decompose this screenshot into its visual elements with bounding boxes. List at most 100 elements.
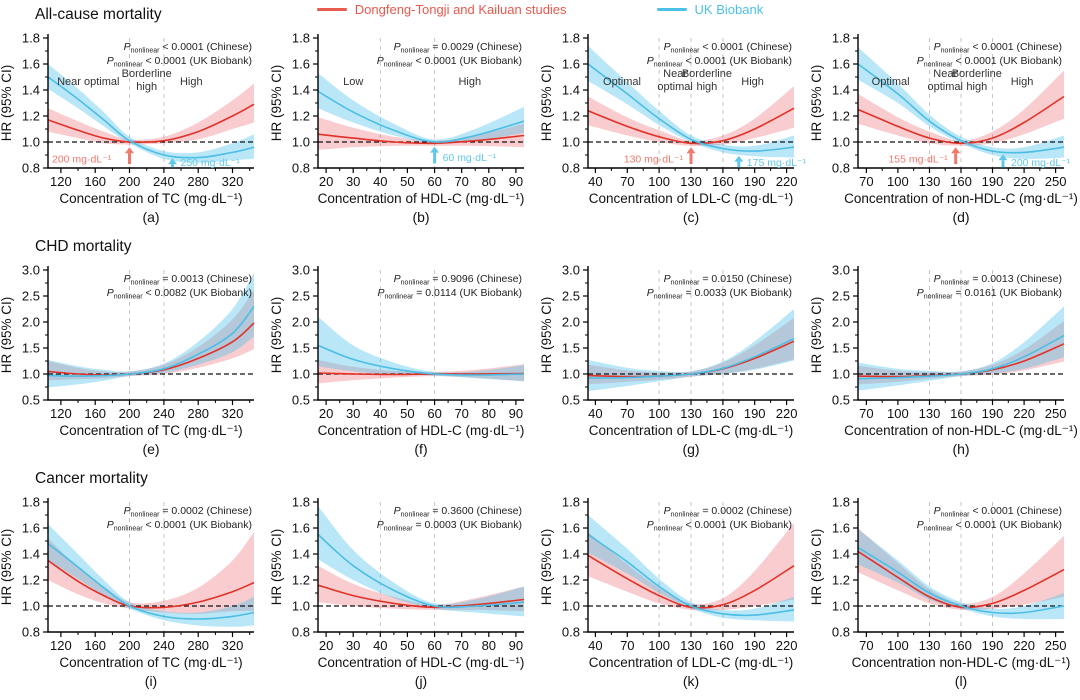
x-axis-label: Concentration of non-HDL-C (mg·dL⁻¹) <box>844 191 1078 206</box>
panel-h: 0.5 1.0 1.5 2.0 2.5 3.0 70 100 130 160 190 220 250 Co… <box>810 263 1078 458</box>
panel-letter: (h) <box>952 441 969 457</box>
chinese-ci-band <box>588 522 794 611</box>
x-tick-label: 220 <box>776 638 798 653</box>
ukb-hr-curve <box>47 542 255 620</box>
y-tick-label: 1.8 <box>292 31 310 46</box>
x-tick-label: 320 <box>222 174 244 189</box>
region-label: High <box>180 76 203 88</box>
y-tick-label: 1.8 <box>562 495 580 510</box>
y-tick-label: 2.0 <box>832 315 850 330</box>
x-tick-label: 190 <box>744 638 766 653</box>
threshold-arrow-label: 155 mg·dL⁻¹ <box>888 153 948 165</box>
ukb-hr-curve <box>47 305 255 377</box>
x-tick-label: 160 <box>712 406 734 421</box>
x-tick-label: 40 <box>373 638 387 653</box>
y-tick-label: 1.2 <box>562 109 580 124</box>
x-tick-label: 190 <box>982 406 1004 421</box>
ukb-ci-band <box>588 45 794 158</box>
y-tick-label: 1.2 <box>292 109 310 124</box>
y-tick-label: 1.0 <box>562 135 580 150</box>
y-tick-label: 1.6 <box>832 57 850 72</box>
panel-row-all-cause: 0.8 1.0 1.2 1.4 1.6 1.8 120 160 200 240 280 320 Conc… <box>0 26 1080 226</box>
panel-letter: (b) <box>412 209 429 225</box>
ukb-hr-curve <box>47 76 255 159</box>
panel-j: 0.8 1.0 1.2 1.4 1.6 1.8 20 30 40 50 60 70 80 90 Concen… <box>270 495 524 690</box>
chinese-ci-band <box>858 70 1064 146</box>
x-axis-label: Concentration of TC (mg·dL⁻¹) <box>59 191 242 206</box>
ukb-hr-curve <box>857 334 1065 380</box>
y-tick-label: 1.2 <box>832 573 850 588</box>
x-tick-label: 60 <box>427 174 441 189</box>
chinese-hr-curve <box>857 550 1065 609</box>
y-tick-label: 1.0 <box>22 367 40 382</box>
x-tick-label: 100 <box>887 406 909 421</box>
y-tick-label: 1.0 <box>832 135 850 150</box>
x-tick-label: 200 <box>119 638 141 653</box>
chinese-hr-curve <box>317 133 525 145</box>
y-tick-label: 1.8 <box>832 495 850 510</box>
y-tick-label: 1.6 <box>22 57 40 72</box>
y-tick-label: 1.8 <box>22 495 40 510</box>
region-label: Near <box>663 68 687 80</box>
x-tick-label: 160 <box>84 638 106 653</box>
x-tick-label: 120 <box>50 638 72 653</box>
ukb-hr-curve <box>857 63 1065 154</box>
x-axis-label: Concentration of LDL-C (mg·dL⁻¹) <box>589 423 793 438</box>
region-label: Borderline <box>122 68 172 80</box>
y-tick-label: 1.8 <box>292 495 310 510</box>
chinese-ci-band <box>588 317 794 385</box>
legend-item-chinese: Dongfeng-Tongji and Kailuan studies <box>316 2 567 17</box>
x-tick-label: 280 <box>187 406 209 421</box>
y-tick-label: 1.5 <box>22 341 40 356</box>
chinese-ci-band <box>48 289 254 381</box>
p-nonlinear-annotation: Pnonlinear = 0.0033 (UK Biobank) <box>647 287 792 301</box>
ukb-ci-band <box>588 309 794 392</box>
threshold-arrow-head <box>998 154 1008 161</box>
x-tick-label: 280 <box>187 174 209 189</box>
x-tick-label: 70 <box>454 638 468 653</box>
y-tick-label: 1.6 <box>562 521 580 536</box>
p-nonlinear-annotation: Pnonlinear < 0.0001 (Chinese) <box>934 41 1062 55</box>
p-nonlinear-annotation: Pnonlinear < 0.0001 (UK Biobank) <box>917 519 1062 533</box>
x-tick-label: 90 <box>509 406 523 421</box>
panel-letter: (j) <box>415 673 427 689</box>
ukb-line-swatch <box>656 8 687 11</box>
x-tick-label: 200 <box>119 406 141 421</box>
region-label: optimal <box>657 81 692 93</box>
x-axis-label: Concentration of HDL-C (mg·dL⁻¹) <box>318 191 525 206</box>
panel-row-cancer: 0.8 1.0 1.2 1.4 1.6 1.8 120 160 200 240 280 320 Conc… <box>0 490 1080 690</box>
x-tick-label: 30 <box>346 174 360 189</box>
y-tick-label: 0.8 <box>832 161 850 176</box>
row-title-chd: CHD mortality <box>35 238 132 255</box>
panel-letter: (c) <box>683 209 699 225</box>
x-tick-label: 220 <box>776 406 798 421</box>
y-tick-label: 1.0 <box>292 367 310 382</box>
ukb-ci-band <box>318 316 524 382</box>
legend-label-ukb: UK Biobank <box>694 2 764 17</box>
y-tick-label: 1.0 <box>292 135 310 150</box>
y-tick-label: 1.0 <box>22 599 40 614</box>
x-tick-label: 200 <box>119 174 141 189</box>
x-tick-label: 50 <box>400 174 414 189</box>
chinese-hr-curve <box>317 372 525 376</box>
region-label: Near optimal <box>57 76 119 88</box>
panel-letter: (a) <box>142 209 159 225</box>
y-tick-label: 0.8 <box>832 625 850 640</box>
x-tick-label: 250 <box>1045 174 1067 189</box>
threshold-arrow-label: 200 mg·dL⁻¹ <box>1011 157 1071 169</box>
threshold-arrow-head <box>430 146 440 153</box>
p-nonlinear-annotation: Pnonlinear < 0.0001 (Chinese) <box>934 505 1062 519</box>
ukb-hr-curve <box>587 533 795 617</box>
chinese-hr-curve <box>857 95 1065 145</box>
y-tick-label: 1.2 <box>22 109 40 124</box>
region-label: Optimal <box>603 76 641 88</box>
panel-letter: (l) <box>955 673 967 689</box>
threshold-arrow-label: 130 mg·dL⁻¹ <box>624 153 684 165</box>
y-tick-label: 1.8 <box>22 31 40 46</box>
panel-letter: (d) <box>952 209 969 225</box>
x-tick-label: 120 <box>50 406 72 421</box>
ukb-ci-band <box>588 515 794 622</box>
x-tick-label: 90 <box>509 174 523 189</box>
panel-row-chd: 0.5 1.0 1.5 2.0 2.5 3.0 120 160 200 240 280 320 Conc… <box>0 258 1080 458</box>
threshold-arrow-head <box>734 155 744 162</box>
